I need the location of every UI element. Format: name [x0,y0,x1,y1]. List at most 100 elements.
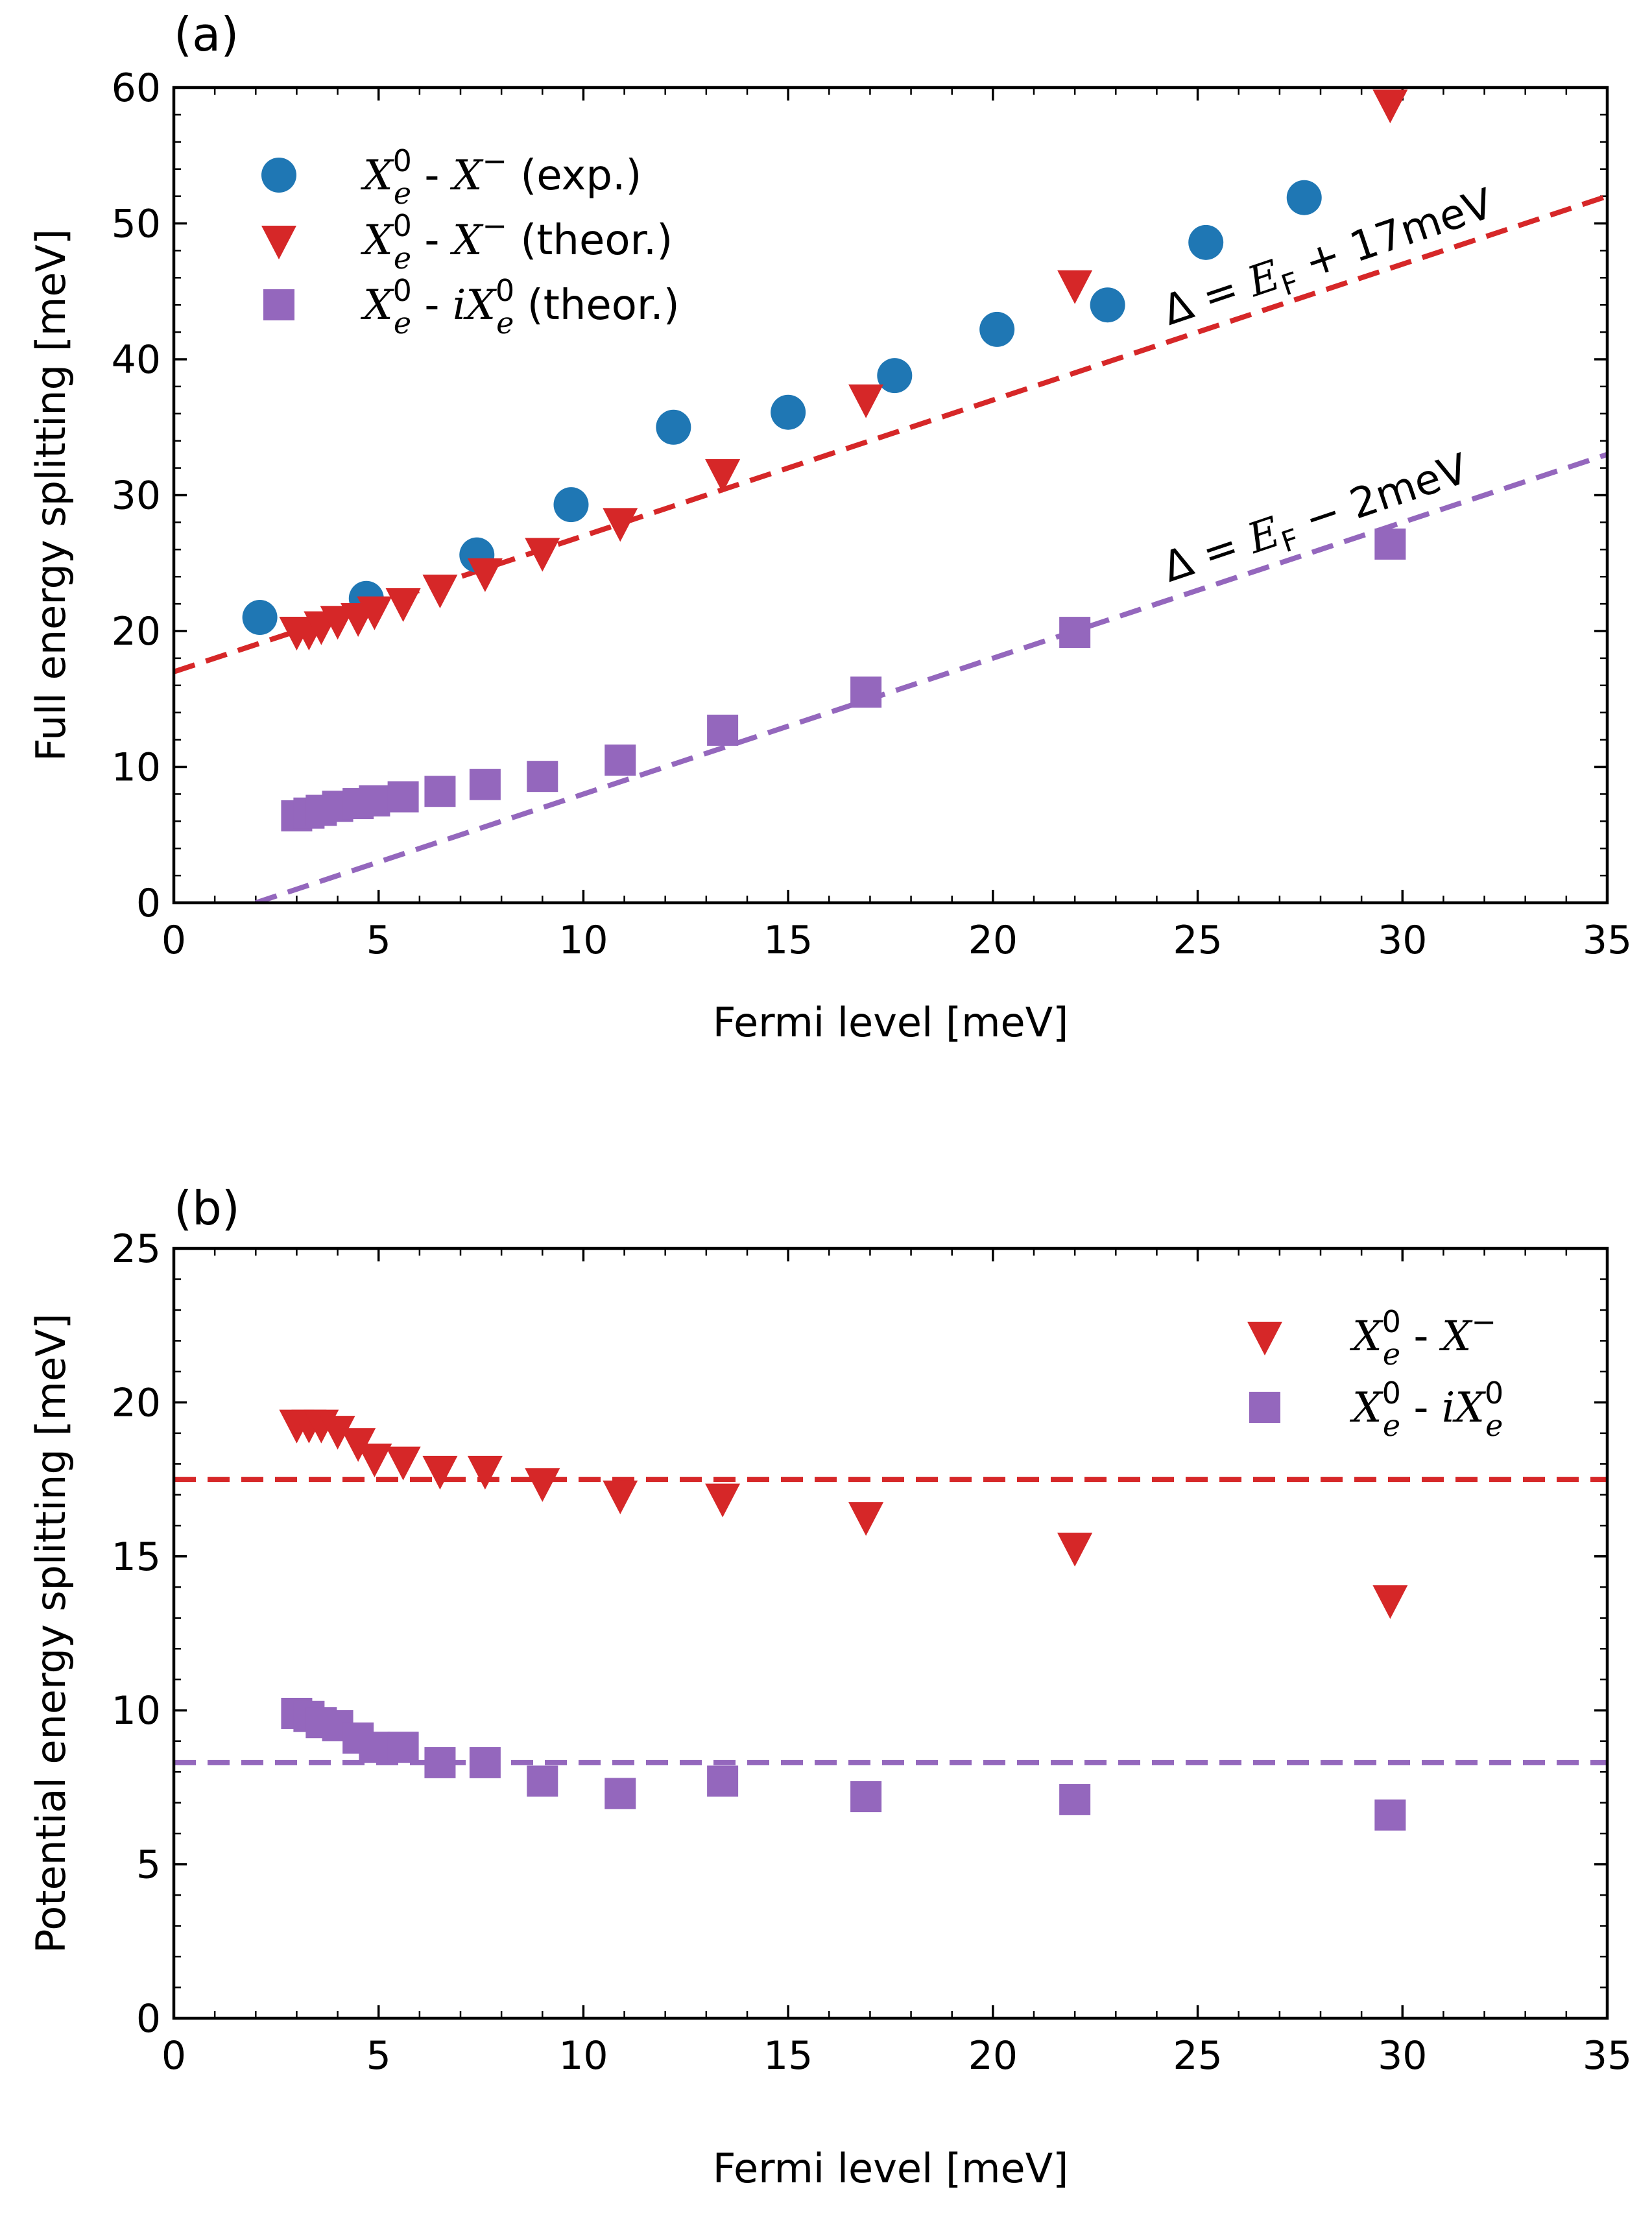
series-triangle-down-1 [279,89,1408,650]
data-point-triangle-down [525,538,560,572]
data-point-circle [656,409,691,445]
x-tick-label: 25 [1173,918,1222,963]
data-point-circle [242,600,278,636]
legend-entry-label: X0 e - iX0 e [1349,1376,1503,1443]
data-point-square [1059,1783,1091,1815]
data-point-square [424,1747,456,1778]
data-point-square [387,781,419,813]
x-tick-label: 20 [968,918,1018,963]
data-point-triangle-down [467,1455,503,1490]
y-tick-label: 60 [112,66,161,111]
legend-marker-triangle-down [261,226,296,259]
data-point-circle [1090,287,1125,323]
y-tick-label: 30 [112,473,161,519]
data-point-square [605,1778,636,1809]
x-tick-label: 0 [162,2033,186,2079]
data-point-square [707,714,739,746]
data-point-triangle-down [848,384,884,418]
data-point-circle [877,358,913,394]
data-point-square [850,676,882,708]
y-tick-label: 5 [136,1842,161,1888]
panel-b-y-axis-label: Potential energy splitting [meV] [27,1313,75,1953]
panel-b-ticks: 0 5 10 15 20 25 30 35 0 5 10 15 20 25 [112,1226,1633,2079]
data-point-triangle-down [385,1446,421,1481]
x-tick-label: 15 [763,918,813,963]
panel-a-label: (a) [174,7,239,62]
data-point-triangle-down [1057,1532,1093,1567]
data-point-square [1374,528,1406,560]
legend-entry-label: X0 e - iX0 e (theor.) [360,273,680,340]
data-point-triangle-down [603,1480,638,1514]
data-point-triangle-down [357,1443,392,1477]
data-point-square [707,1765,739,1797]
data-point-square [469,1747,501,1778]
legend-entry-label: X0 e - X− (theor.) [360,208,673,276]
series-square-2 [281,528,1406,831]
data-point-square [850,1781,882,1813]
data-point-square [1059,617,1091,649]
y-tick-label: 50 [112,202,161,247]
data-point-square [359,1732,390,1763]
x-tick-label: 35 [1583,2033,1632,2079]
data-point-triangle-down [320,1416,355,1450]
panel-b-legend: X0 e - X−X0 e - iX0 e [1247,1304,1503,1443]
data-point-triangle-down [525,1468,560,1502]
y-tick-label: 0 [136,881,161,926]
y-tick-label: 20 [112,609,161,654]
x-tick-label: 30 [1378,2033,1427,2079]
data-point-triangle-down [1372,89,1408,124]
y-tick-label: 10 [112,1688,161,1734]
data-point-circle [771,394,806,430]
panel-b-data-points [279,1409,1408,1831]
x-tick-label: 5 [366,918,391,963]
data-point-triangle-down [603,508,638,542]
x-tick-label: 0 [162,918,186,963]
data-point-triangle-down [705,1483,741,1518]
series-triangle-down-0 [279,1409,1408,1619]
legend-marker-triangle-down [1247,1322,1282,1355]
y-tick-label: 10 [112,745,161,791]
y-tick-label: 25 [112,1226,161,1272]
data-point-triangle-down [1057,270,1093,304]
data-point-square [387,1732,419,1763]
panel-a-data-points [242,89,1408,831]
legend-marker-square [1249,1392,1280,1423]
panel-a-legend: X0 e - X− (exp.)X0 e - X− (theor.)X0 e - iX… [261,143,680,340]
data-point-circle [1188,224,1224,260]
legend-marker-circle [261,158,296,193]
panel-b-chart: (b) 0 5 10 15 20 25 30 35 0 5 10 15 20 25 Fermi level… [27,1181,1632,2192]
data-point-square [527,761,558,793]
legend-marker-square [263,289,294,320]
data-point-circle [553,487,589,523]
y-tick-label: 0 [136,1996,161,2042]
panel-b-plot-frame [172,1246,1609,2020]
panel-b-x-axis-label: Fermi level [meV] [713,2145,1069,2192]
data-point-square [359,785,390,817]
y-tick-label: 40 [112,337,161,383]
data-point-triangle-down [467,558,503,592]
x-tick-label: 10 [558,2033,608,2079]
y-tick-label: 15 [112,1534,161,1580]
x-tick-label: 10 [558,918,608,963]
data-point-square [527,1765,558,1797]
data-point-circle [1286,180,1322,215]
x-tick-label: 15 [763,2033,813,2079]
panel-a-x-axis-label: Fermi level [meV] [713,999,1069,1046]
legend-entry-label: X0 e - X− [1349,1304,1496,1372]
panel-b-label: (b) [174,1181,240,1235]
data-point-square [1374,1799,1406,1831]
x-tick-label: 30 [1378,918,1427,963]
x-tick-label: 5 [366,2033,391,2079]
data-point-square [469,769,501,800]
data-point-triangle-down [848,1502,884,1536]
data-point-square [424,776,456,807]
x-tick-label: 25 [1173,2033,1222,2079]
series-square-1 [281,1697,1406,1831]
panel-a-y-axis-label: Full energy splitting [meV] [27,229,75,761]
data-point-triangle-down [422,1455,458,1490]
x-tick-label: 35 [1583,918,1632,963]
data-point-square [605,745,636,776]
data-point-triangle-down [422,575,458,609]
x-tick-label: 20 [968,2033,1018,2079]
